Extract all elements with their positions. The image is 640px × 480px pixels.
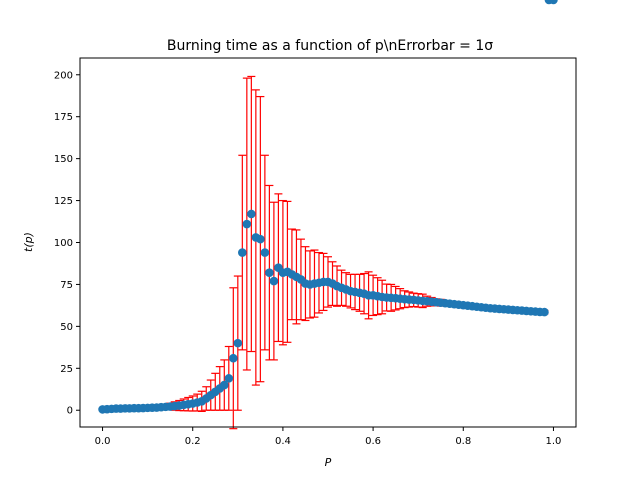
data-point [219,380,229,390]
y-axis-label: t(p) [22,232,35,252]
y-tick-label: 0 [67,406,73,417]
x-tick-label: 0.6 [365,436,381,447]
data-point [269,276,279,286]
y-tick-label: 175 [54,112,73,123]
x-tick-label: 0.2 [185,436,201,447]
data-point [224,374,234,383]
x-tick-label: 0.8 [455,436,471,447]
y-tick-label: 25 [60,364,73,375]
data-point [265,268,274,277]
data-point [256,234,265,244]
y-tick-label: 50 [60,322,73,333]
y-tick-label: 125 [54,196,73,207]
y-tick-label: 150 [54,154,73,165]
x-axis-label: P [325,456,332,469]
data-point-layer [98,0,558,414]
chart-title: Burning time as a function of p\nErrorba… [167,38,493,54]
y-tick-label: 200 [54,70,73,81]
data-point [242,219,252,229]
data-point [260,248,270,257]
data-point [247,209,256,219]
data-point [233,338,243,348]
data-point [540,307,549,317]
x-tick-label: 0.0 [95,436,111,447]
x-tick-label: 1.0 [546,436,562,447]
y-tick-label: 75 [60,280,73,291]
y-tick-label: 100 [54,238,73,249]
data-point [238,248,247,257]
y-axis: 0 25 50 75 100 125 150 175 200 [54,70,80,417]
x-tick-label: 0.4 [275,436,291,447]
data-point [229,353,238,363]
data-point [549,0,558,5]
x-axis: 0.0 0.2 0.4 0.6 0.8 1.0 [95,427,562,447]
